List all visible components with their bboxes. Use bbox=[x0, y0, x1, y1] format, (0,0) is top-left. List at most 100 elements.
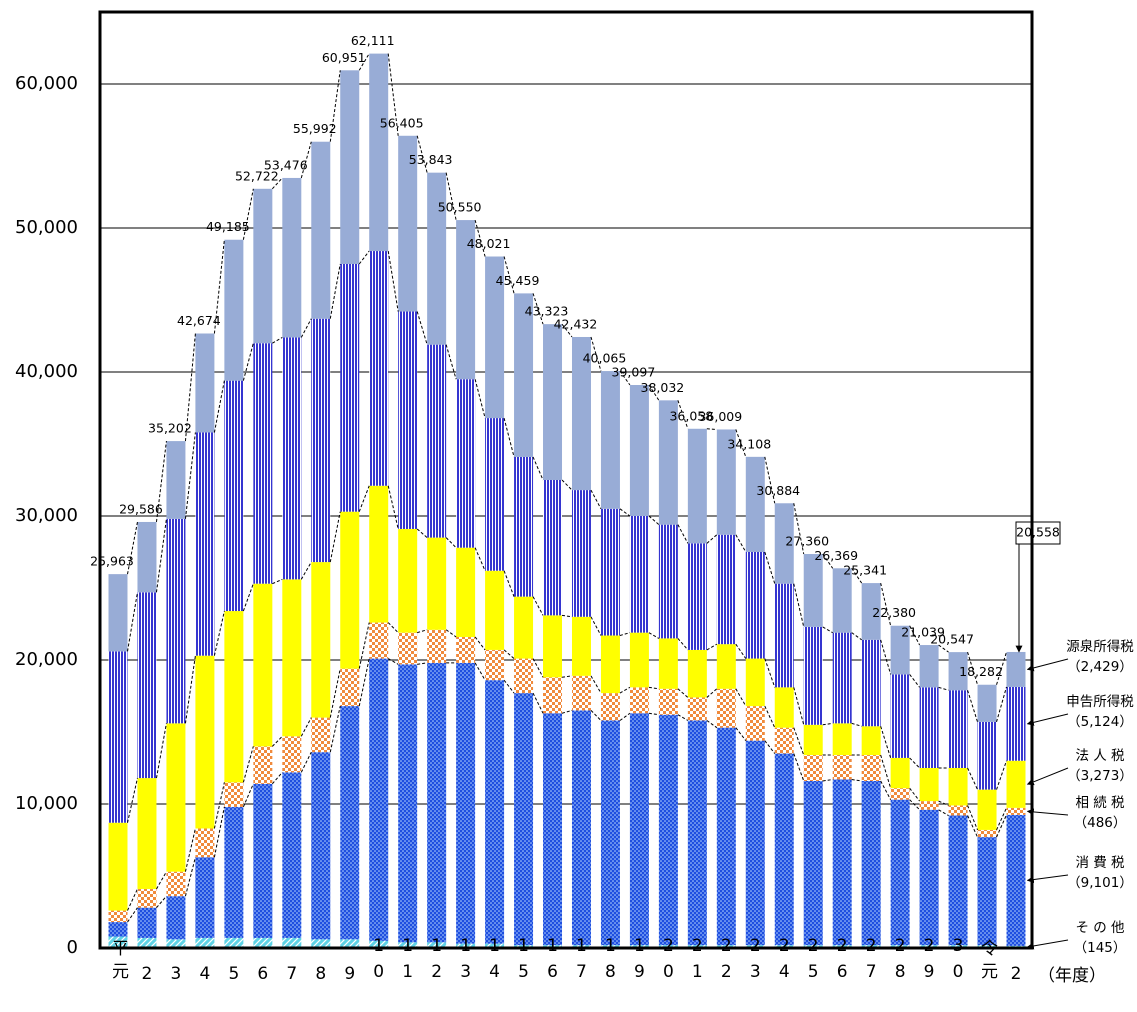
bar-segment bbox=[137, 592, 157, 779]
bar-segment bbox=[282, 772, 302, 938]
x-tick-label: 6 bbox=[257, 964, 268, 984]
bar-segment bbox=[832, 755, 852, 780]
connector bbox=[329, 70, 341, 142]
bar-segment bbox=[427, 629, 447, 663]
connector bbox=[184, 655, 196, 724]
bar-segment bbox=[456, 662, 476, 944]
connector bbox=[358, 658, 370, 707]
connector bbox=[619, 370, 631, 386]
bar-segment bbox=[224, 782, 244, 807]
connector bbox=[532, 456, 544, 481]
bar-segment bbox=[166, 939, 186, 948]
total-label: 38,032 bbox=[641, 380, 685, 395]
connector bbox=[271, 771, 283, 785]
connector bbox=[909, 787, 920, 802]
connector bbox=[300, 318, 312, 338]
bar-segment bbox=[485, 418, 505, 571]
bar-segment bbox=[600, 508, 620, 636]
connector bbox=[127, 521, 138, 575]
bar-segment bbox=[253, 746, 273, 784]
total-label: 21,039 bbox=[901, 625, 945, 640]
connector bbox=[967, 690, 979, 723]
connector bbox=[996, 807, 1007, 831]
bar-segment bbox=[716, 534, 736, 645]
connector bbox=[561, 614, 573, 618]
bar-segment bbox=[137, 521, 157, 593]
bar-segment bbox=[919, 645, 939, 688]
total-label: 20,558 bbox=[1016, 525, 1060, 540]
connector bbox=[474, 636, 486, 651]
connector bbox=[561, 709, 573, 714]
connector bbox=[880, 780, 892, 800]
x-tick-label: 平元 bbox=[108, 939, 129, 985]
connector bbox=[358, 250, 370, 265]
x-tick-label: 23 bbox=[745, 936, 765, 988]
bar-segment bbox=[311, 939, 331, 948]
connector bbox=[938, 686, 949, 691]
bar-segment bbox=[456, 379, 476, 548]
connector bbox=[793, 503, 805, 555]
connector bbox=[822, 626, 833, 634]
bar-segment bbox=[745, 456, 765, 552]
bar-segment bbox=[195, 432, 215, 656]
connector bbox=[561, 675, 573, 678]
bar-segment bbox=[427, 172, 447, 345]
bar-segment bbox=[948, 768, 968, 806]
x-tick-label: 12 bbox=[427, 936, 447, 988]
connector bbox=[909, 799, 920, 811]
bar-segment bbox=[803, 554, 823, 627]
connector bbox=[706, 688, 718, 698]
legend-arrow bbox=[1026, 658, 1069, 672]
plot-frame bbox=[98, 10, 1034, 950]
bar-segment bbox=[948, 652, 968, 691]
legend-arrow bbox=[1026, 767, 1069, 786]
bar-segment bbox=[803, 755, 823, 781]
x-tick-label: 8 bbox=[315, 964, 326, 984]
connector bbox=[184, 857, 196, 897]
connector bbox=[532, 692, 544, 714]
bar-segment bbox=[687, 428, 707, 544]
bar-segment bbox=[253, 343, 273, 584]
bar-segment bbox=[1006, 814, 1026, 946]
connector bbox=[851, 722, 862, 727]
connector bbox=[793, 583, 805, 627]
connector bbox=[300, 561, 312, 580]
x-tick-label: 20 bbox=[658, 936, 678, 988]
bar-segment bbox=[427, 942, 447, 948]
bar-segment bbox=[224, 380, 244, 612]
bar-segment bbox=[658, 524, 678, 639]
total-label: 29,586 bbox=[119, 501, 163, 516]
bar-segment bbox=[629, 385, 649, 516]
total-label: 42,432 bbox=[554, 316, 598, 331]
bar-segment bbox=[977, 837, 997, 946]
bar-segment bbox=[919, 809, 939, 946]
bar-segment bbox=[716, 429, 736, 535]
bar-segment bbox=[832, 779, 852, 946]
bar-segment bbox=[340, 264, 360, 512]
connector bbox=[677, 714, 689, 721]
bar-segment bbox=[398, 528, 418, 633]
bar-segment bbox=[1006, 807, 1026, 815]
bar-segment bbox=[774, 753, 794, 946]
bar-segment bbox=[456, 943, 476, 948]
x-tick-label: 5 bbox=[228, 964, 239, 984]
connector bbox=[127, 888, 138, 911]
connector bbox=[474, 662, 486, 681]
connector bbox=[445, 629, 457, 638]
bar-segment bbox=[774, 687, 794, 728]
connector bbox=[880, 639, 892, 675]
bar-segment bbox=[1006, 686, 1026, 761]
bar-segment bbox=[369, 485, 389, 623]
y-tick-label: 50,000 bbox=[15, 217, 78, 238]
connector bbox=[213, 380, 225, 433]
connector bbox=[503, 679, 515, 694]
connector bbox=[532, 596, 544, 616]
bar-segment bbox=[948, 690, 968, 768]
connector bbox=[677, 688, 689, 698]
connector bbox=[503, 649, 515, 659]
bar-segment bbox=[514, 293, 534, 457]
bar-segment bbox=[745, 552, 765, 659]
bar-segment bbox=[427, 662, 447, 943]
bar-segment bbox=[340, 668, 360, 707]
bar-segment bbox=[485, 680, 505, 944]
